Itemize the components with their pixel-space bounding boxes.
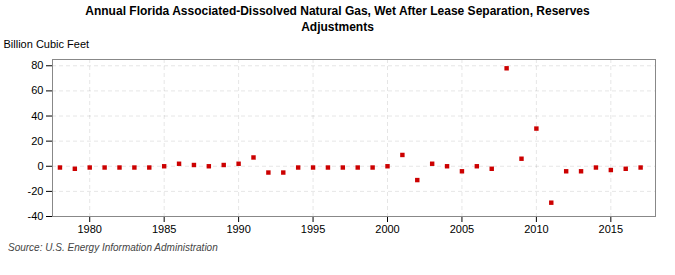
- svg-text:20: 20: [31, 135, 43, 147]
- html-text:Annual Florida Associated-Diss: Annual Florida Associated-Dissolved Natu…: [85, 4, 590, 34]
- svg-text:0: 0: [37, 160, 43, 172]
- svg-text:1985: 1985: [152, 223, 176, 235]
- svg-text:40: 40: [31, 110, 43, 122]
- svg-text:-20: -20: [28, 185, 44, 197]
- svg-text:1990: 1990: [226, 223, 250, 235]
- svg-text:1995: 1995: [301, 223, 325, 235]
- html-text:Source: U.S. Energy Informatio: Source: U.S. Energy Information Administ…: [8, 242, 218, 254]
- svg-text:80: 80: [31, 59, 43, 71]
- svg-text:2010: 2010: [524, 223, 548, 235]
- svg-text:2000: 2000: [375, 223, 399, 235]
- svg-text:Billion Cubic Feet: Billion Cubic Feet: [4, 38, 90, 50]
- svg-text:60: 60: [31, 85, 43, 97]
- svg-text:1980: 1980: [77, 223, 101, 235]
- svg-text:2015: 2015: [599, 223, 623, 235]
- svg-text:2005: 2005: [450, 223, 474, 235]
- svg-text:-40: -40: [28, 210, 44, 222]
